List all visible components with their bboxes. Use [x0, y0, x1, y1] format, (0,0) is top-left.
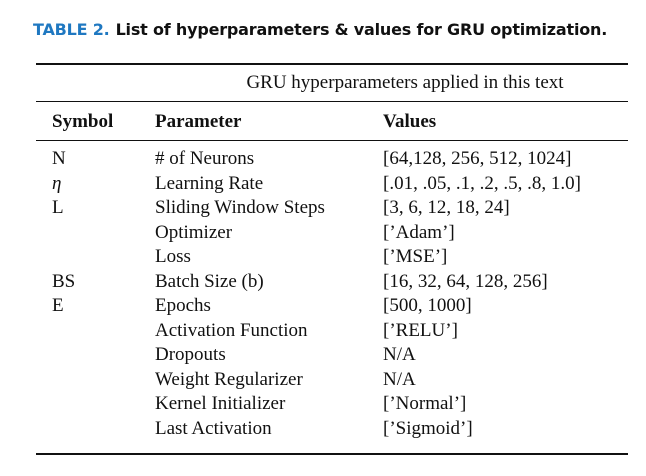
column-header-values: Values [383, 111, 437, 132]
table-title: List of hyperparameters & values for GRU… [115, 20, 608, 39]
values-cell: [’Adam’] [383, 221, 455, 243]
table-row: BS Batch Size (b) [16, 32, 64, 128, 256] [0, 270, 646, 295]
values-cell: [3, 6, 12, 18, 24] [383, 197, 510, 218]
parameter-cell: Epochs [155, 295, 211, 316]
table-row: L Sliding Window Steps [3, 6, 12, 18, 24… [0, 196, 646, 221]
symbol-cell: η [52, 172, 62, 194]
values-cell: [64,128, 256, 512, 1024] [383, 148, 572, 169]
parameter-cell: # of Neurons [155, 148, 255, 169]
table-row: Optimizer [’Adam’] [0, 221, 646, 246]
parameter-cell: Dropouts [155, 344, 226, 365]
table-row: Kernel Initializer [’Normal’] [0, 392, 646, 417]
spanning-header-rule [36, 101, 628, 102]
parameter-cell: Optimizer [155, 221, 233, 243]
table-row: N # of Neurons [64,128, 256, 512, 1024] [0, 147, 646, 172]
parameter-cell: Weight Regularizer [155, 368, 303, 390]
table-row: E Epochs [500, 1000] [0, 294, 646, 319]
table-caption: TABLE 2. List of hyperparameters & values… [33, 20, 607, 39]
parameter-cell: Learning Rate [155, 172, 264, 194]
table-row: Weight Regularizer N/A [0, 368, 646, 393]
values-cell: [’RELU’] [383, 319, 458, 341]
symbol-cell: BS [52, 270, 76, 292]
values-cell: [16, 32, 64, 128, 256] [383, 270, 548, 292]
table-row: η Learning Rate [.01, .05, .1, .2, .5, .… [0, 172, 646, 197]
values-cell: [.01, .05, .1, .2, .5, .8, 1.0] [383, 172, 581, 194]
parameter-cell: Activation Function [155, 319, 308, 341]
parameter-cell: Sliding Window Steps [155, 197, 325, 218]
parameter-cell: Loss [155, 246, 191, 267]
header-rule [36, 140, 628, 141]
table-number: TABLE 2. [33, 20, 110, 39]
parameter-cell: Batch Size (b) [155, 270, 264, 292]
symbol-cell: E [52, 295, 64, 316]
symbol-cell: N [52, 148, 66, 169]
values-cell: [500, 1000] [383, 295, 472, 316]
column-header-parameter: Parameter [155, 111, 242, 132]
table-body: N # of Neurons [64,128, 256, 512, 1024] … [0, 147, 646, 441]
values-cell: N/A [383, 344, 416, 365]
values-cell: [’MSE’] [383, 246, 448, 267]
symbol-cell: L [52, 197, 64, 218]
column-header-symbol: Symbol [52, 111, 114, 132]
bottom-rule [36, 453, 628, 455]
values-cell: N/A [383, 368, 416, 390]
parameter-cell: Kernel Initializer [155, 393, 286, 414]
table-row: Loss [’MSE’] [0, 245, 646, 270]
top-rule [36, 63, 628, 65]
values-cell: [’Sigmoid’] [383, 417, 473, 439]
parameter-cell: Last Activation [155, 417, 272, 439]
table-row: Last Activation [’Sigmoid’] [0, 417, 646, 442]
table-row: Dropouts N/A [0, 343, 646, 368]
spanning-header: GRU hyperparameters applied in this text [246, 72, 564, 93]
table-row: Activation Function [’RELU’] [0, 319, 646, 344]
values-cell: [’Normal’] [383, 393, 467, 414]
